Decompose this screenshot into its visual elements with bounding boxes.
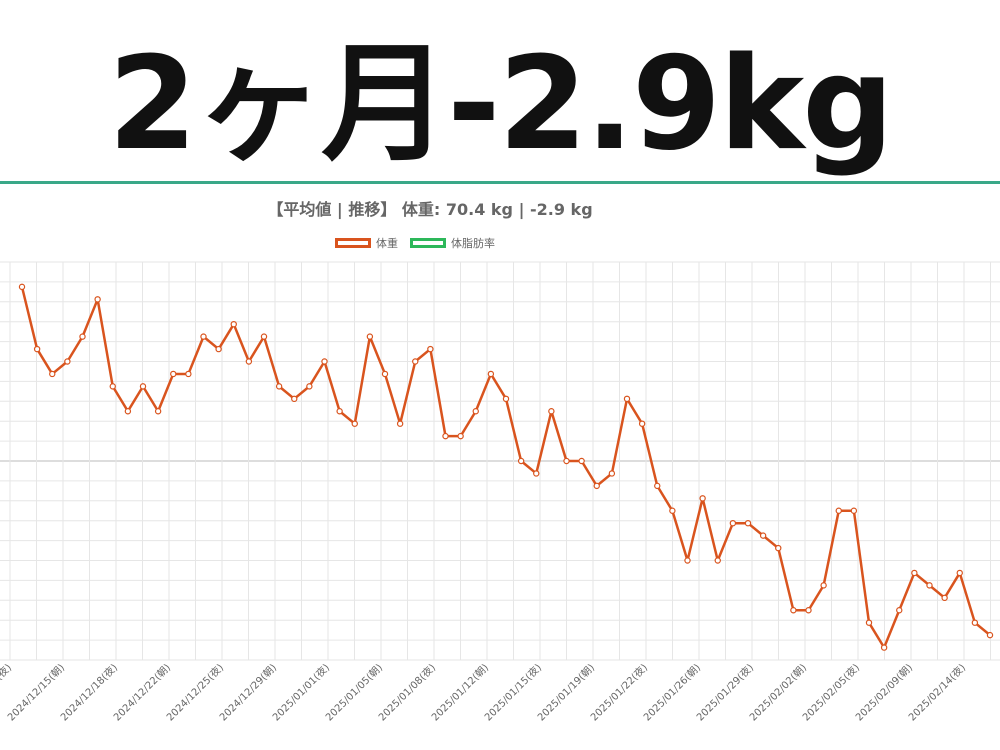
data-point — [260, 333, 268, 340]
legend-item-body-fat[interactable]: 体脂肪率 — [410, 235, 495, 251]
x-tick-label: 2025/01/19(朝) — [535, 662, 597, 724]
data-points — [18, 283, 994, 651]
data-point — [654, 482, 661, 490]
legend-label-body-fat: 体脂肪率 — [451, 237, 495, 250]
x-tick-labels: (夜)2024/12/15(朝)2024/12/18(夜)2024/12/22(… — [0, 661, 968, 724]
series-line-weight — [20, 286, 991, 649]
headline: 2ヶ月-2.9kg — [108, 29, 894, 179]
data-point — [941, 594, 948, 602]
legend-swatch-weight — [335, 238, 371, 248]
data-point — [744, 519, 752, 527]
data-point — [396, 420, 404, 427]
data-point — [684, 557, 691, 564]
data-point — [33, 345, 41, 353]
data-point — [956, 569, 963, 577]
data-point — [351, 420, 358, 427]
data-point — [517, 457, 525, 465]
data-point — [911, 569, 918, 577]
data-point — [442, 432, 449, 440]
data-point — [850, 507, 858, 514]
data-point — [563, 457, 570, 465]
chart-title: 【平均値 | 推移】 体重: 70.4 kg | -2.9 kg — [267, 200, 593, 219]
data-point — [427, 345, 434, 353]
data-point — [699, 495, 706, 502]
legend: 体重 体脂肪率 — [335, 235, 507, 251]
data-point — [623, 395, 631, 403]
data-point — [306, 383, 313, 390]
x-tick-label: 2024/12/22(朝) — [111, 662, 173, 724]
legend-swatch-body-fat — [410, 238, 446, 248]
data-point — [986, 631, 994, 639]
x-tick-label: (夜) — [0, 661, 14, 683]
data-point — [215, 345, 222, 353]
data-point — [170, 370, 177, 378]
data-point — [18, 283, 26, 291]
data-point — [608, 470, 616, 477]
data-point — [336, 408, 343, 415]
data-point — [124, 408, 132, 415]
data-point — [669, 507, 676, 514]
x-tick-label: 2025/01/12(朝) — [429, 662, 491, 724]
data-point — [457, 432, 464, 440]
data-point — [472, 408, 479, 415]
data-point — [578, 457, 585, 465]
data-point — [533, 470, 540, 477]
data-point — [139, 383, 147, 390]
data-point — [835, 507, 842, 514]
grid — [0, 261, 1000, 661]
data-point — [896, 607, 903, 614]
data-point — [805, 607, 812, 614]
x-tick-label: 2025/02/09(朝) — [853, 662, 915, 724]
data-point — [759, 532, 767, 539]
divider — [0, 181, 1000, 184]
x-tick-label: 2025/02/02(朝) — [747, 662, 809, 724]
data-point — [64, 358, 71, 365]
data-point — [502, 395, 510, 403]
x-tick-label: 2024/12/15(朝) — [5, 662, 67, 724]
data-point — [79, 333, 86, 340]
legend-label-weight: 体重 — [376, 237, 398, 250]
data-point — [775, 544, 782, 552]
data-point — [230, 320, 237, 328]
legend-item-weight[interactable]: 体重 — [335, 235, 398, 251]
data-point — [200, 333, 207, 340]
data-point — [548, 408, 555, 415]
data-point — [926, 582, 933, 589]
data-point — [971, 619, 979, 626]
data-point — [366, 333, 374, 340]
data-point — [185, 370, 192, 378]
data-point — [154, 408, 162, 415]
data-point — [729, 519, 737, 527]
data-point — [593, 482, 600, 490]
data-point — [638, 420, 646, 427]
data-point — [245, 358, 253, 365]
x-tick-label: 2024/12/29(朝) — [217, 662, 279, 724]
x-tick-label: 2025/01/26(朝) — [641, 662, 703, 724]
data-point — [291, 395, 298, 403]
data-point — [321, 358, 328, 365]
data-point — [487, 370, 495, 378]
data-point — [94, 296, 101, 303]
x-tick-label: 2025/01/05(朝) — [323, 662, 385, 724]
data-point — [412, 358, 419, 365]
data-point — [381, 370, 389, 378]
data-point — [790, 607, 797, 614]
data-point — [714, 557, 721, 564]
data-point — [820, 582, 827, 589]
data-point — [275, 383, 283, 390]
data-point — [880, 644, 888, 651]
data-point — [49, 370, 56, 378]
data-point — [865, 619, 873, 626]
series-weight — [20, 286, 991, 649]
data-point — [109, 383, 116, 390]
